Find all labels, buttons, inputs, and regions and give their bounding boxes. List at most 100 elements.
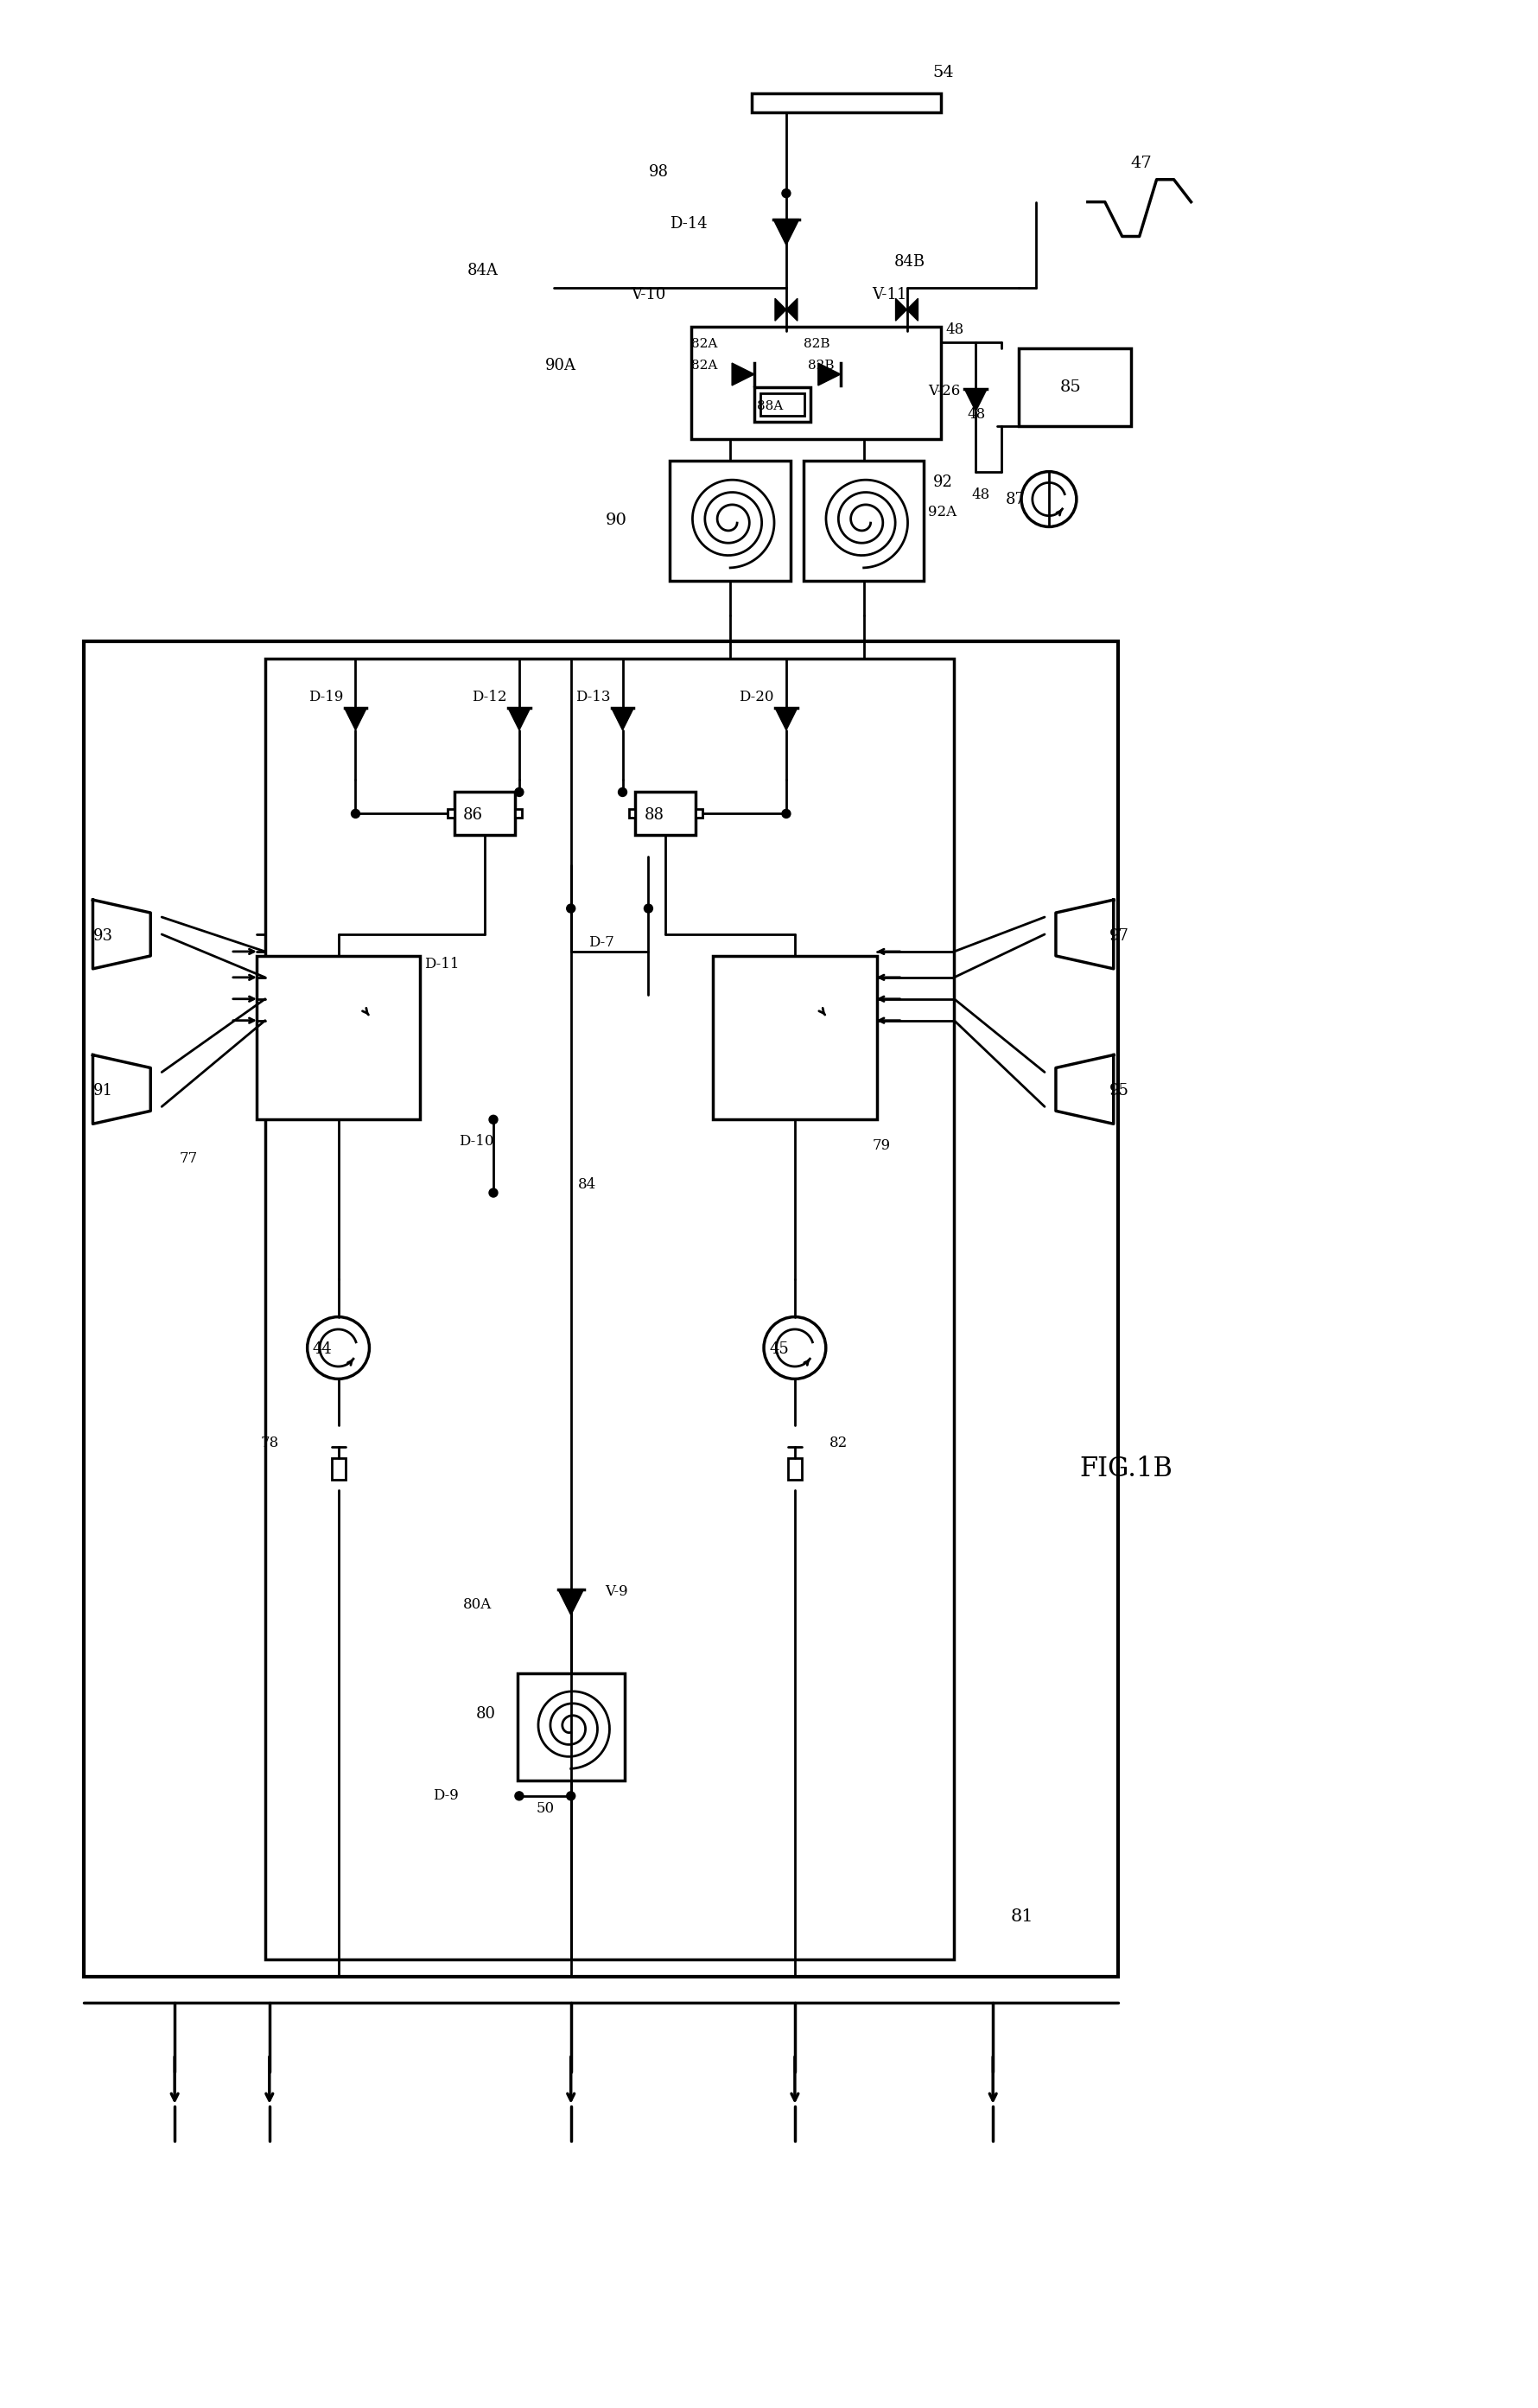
Circle shape (566, 1792, 575, 1801)
Text: 85: 85 (1060, 380, 1081, 395)
Text: D-14: D-14 (669, 217, 707, 231)
Polygon shape (775, 708, 797, 730)
Circle shape (489, 1190, 497, 1197)
Text: D-11: D-11 (424, 956, 460, 973)
Text: 82B: 82B (807, 359, 834, 371)
Circle shape (489, 1115, 497, 1125)
Bar (754, 388, 811, 421)
Bar (448, 809, 454, 819)
Text: 98: 98 (647, 164, 667, 181)
Text: 95: 95 (1109, 1084, 1129, 1098)
Text: 88: 88 (644, 807, 663, 824)
Text: 82: 82 (829, 1435, 847, 1450)
Text: V-10: V-10 (631, 287, 666, 303)
Text: D-10: D-10 (458, 1134, 494, 1149)
Text: 97: 97 (1109, 927, 1129, 944)
Polygon shape (964, 390, 986, 412)
Polygon shape (508, 708, 531, 730)
Bar (691, 327, 941, 438)
Bar (331, 1459, 345, 1481)
Text: 80: 80 (475, 1707, 495, 1722)
Text: V-26: V-26 (927, 385, 960, 400)
Text: 77: 77 (178, 1151, 197, 1165)
Bar (803, 460, 923, 580)
Text: FIG.1B: FIG.1B (1078, 1454, 1172, 1481)
Text: 44: 44 (312, 1341, 332, 1358)
Polygon shape (558, 1589, 583, 1616)
Text: 82A: 82A (691, 337, 717, 349)
Circle shape (726, 968, 863, 1108)
Text: D-13: D-13 (575, 691, 611, 706)
Text: 47: 47 (1130, 157, 1152, 171)
Text: 50: 50 (537, 1801, 554, 1816)
Text: 81: 81 (1009, 1910, 1032, 1924)
Text: 82B: 82B (803, 337, 829, 349)
Text: 45: 45 (769, 1341, 787, 1358)
Bar (752, 94, 941, 113)
Bar (628, 809, 635, 819)
Bar (695, 809, 703, 819)
Text: V-11: V-11 (872, 287, 907, 303)
Polygon shape (1055, 901, 1114, 968)
Text: 90A: 90A (544, 359, 575, 373)
Text: 86: 86 (463, 807, 483, 824)
Text: D-9: D-9 (432, 1789, 458, 1804)
Polygon shape (818, 364, 840, 385)
Bar (669, 460, 791, 580)
Polygon shape (92, 1055, 151, 1125)
Polygon shape (775, 299, 786, 320)
Circle shape (566, 903, 575, 913)
Text: 90: 90 (604, 513, 626, 527)
Text: 93: 93 (92, 927, 112, 944)
Text: 84A: 84A (468, 262, 498, 279)
Bar (85, 641, 1117, 1977)
Polygon shape (786, 299, 797, 320)
Circle shape (515, 787, 523, 797)
Bar (635, 792, 695, 836)
Polygon shape (906, 299, 918, 320)
Bar (712, 956, 877, 1120)
Polygon shape (774, 219, 798, 246)
Bar (787, 1459, 801, 1481)
Circle shape (351, 809, 360, 819)
Text: 87: 87 (1006, 491, 1024, 508)
Text: 78: 78 (260, 1435, 278, 1450)
Text: 80A: 80A (463, 1597, 492, 1611)
Text: 82A: 82A (691, 359, 717, 371)
Text: 91: 91 (92, 1084, 112, 1098)
Circle shape (781, 809, 791, 819)
Circle shape (308, 1317, 369, 1380)
Circle shape (644, 903, 652, 913)
Bar (760, 393, 804, 417)
Text: V-9: V-9 (604, 1584, 628, 1599)
Text: 92: 92 (932, 474, 952, 489)
Polygon shape (895, 299, 906, 320)
Text: 79: 79 (872, 1139, 891, 1153)
Text: 48: 48 (970, 486, 989, 503)
Text: D-19: D-19 (308, 691, 343, 706)
Polygon shape (345, 708, 366, 730)
Polygon shape (611, 708, 634, 730)
Polygon shape (92, 901, 151, 968)
Circle shape (618, 787, 626, 797)
Text: 92A: 92A (927, 506, 957, 520)
Text: D-20: D-20 (738, 691, 774, 706)
Text: D-12: D-12 (472, 691, 506, 706)
Bar (517, 1674, 624, 1780)
Circle shape (269, 968, 408, 1108)
Bar (265, 660, 954, 1960)
Bar (257, 956, 420, 1120)
Bar (515, 809, 521, 819)
Text: 84B: 84B (894, 255, 924, 270)
Circle shape (763, 1317, 826, 1380)
Text: 84: 84 (577, 1178, 595, 1192)
Text: 54: 54 (932, 65, 954, 79)
Text: 48: 48 (966, 407, 984, 421)
Circle shape (1021, 472, 1077, 527)
Text: 88A: 88A (757, 400, 783, 412)
Text: 48: 48 (944, 323, 963, 337)
Polygon shape (732, 364, 754, 385)
Bar (454, 792, 515, 836)
Circle shape (781, 188, 791, 197)
Bar (1018, 349, 1130, 426)
